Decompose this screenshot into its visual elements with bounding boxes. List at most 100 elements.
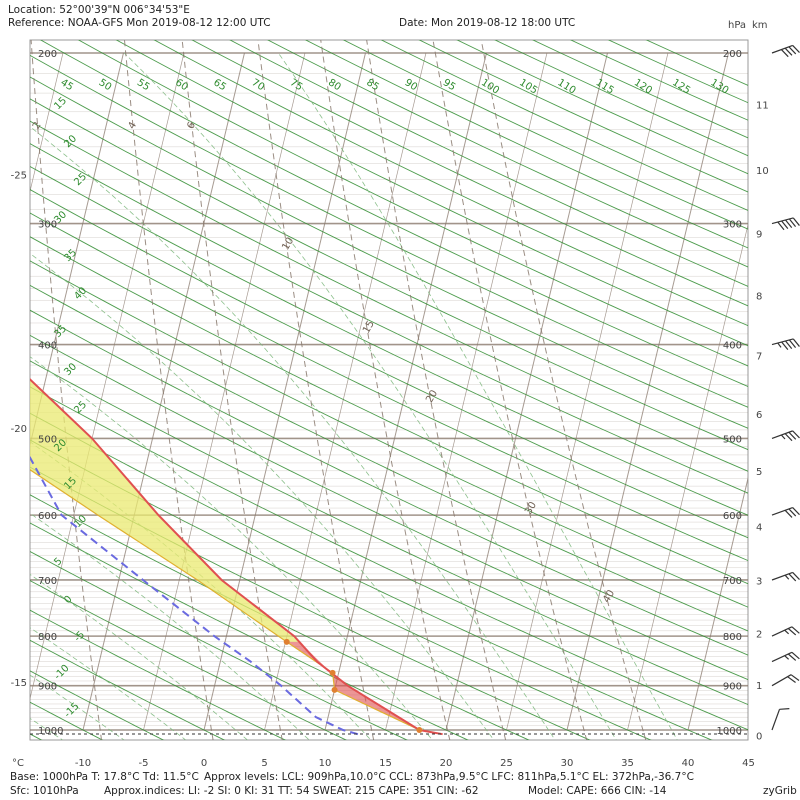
pressure-label-right: 1000	[717, 726, 742, 737]
pressure-label-right: 200	[723, 49, 742, 60]
moist-adiabat	[30, 252, 495, 740]
isotherm-line	[324, 52, 487, 731]
height-label: 5	[756, 467, 762, 478]
mixing-ratio-label: 10	[280, 236, 296, 253]
footer-levels: Approx levels: LCL: 909hPa,10.0°C CCL: 8…	[204, 771, 694, 783]
pressure-label-left: 500	[38, 434, 57, 445]
dry-adiabat	[30, 494, 530, 740]
parcel-profile	[30, 469, 420, 731]
x-tick-label: -10	[75, 758, 91, 769]
moist-adiabat	[30, 512, 310, 740]
dry-adiabat	[30, 54, 748, 408]
dry-adiabat	[30, 98, 748, 451]
x-tick-label: 40	[682, 758, 695, 769]
isotherm-line	[385, 52, 548, 731]
wind-barb	[771, 338, 800, 351]
wind-barb	[771, 430, 800, 442]
dry-adiabat	[229, 40, 748, 287]
moist-adiabat	[278, 52, 678, 740]
dry-adiabat	[191, 40, 748, 307]
isotherm-label: -25	[11, 170, 27, 181]
height-label: 11	[756, 101, 769, 112]
mixing-ratio-line	[366, 40, 507, 740]
pressure-label-left: 700	[38, 576, 57, 587]
pressure-label-right: 400	[723, 341, 742, 352]
footer-model: Model: CAPE: 666 CIN: -14	[528, 785, 667, 797]
height-label: 1	[756, 681, 762, 692]
dry-adiabat	[30, 76, 748, 429]
x-tick-label: 15	[379, 758, 392, 769]
moist-adiabat	[123, 52, 617, 740]
x-tick-label: 25	[500, 758, 513, 769]
pressure-label-right: 800	[723, 632, 742, 643]
height-label: 7	[756, 351, 762, 362]
wind-barb	[771, 217, 800, 231]
x-axis-unit: °C	[12, 758, 24, 769]
isotherm-line	[0, 53, 2, 730]
dry-adiabat	[30, 334, 748, 681]
isotherm-line	[30, 52, 64, 193]
parcel-level-marker	[416, 727, 423, 733]
dewpoint-profile	[30, 455, 359, 736]
dry-adiabat	[30, 212, 748, 562]
mixing-ratio-line	[181, 40, 283, 740]
mixing-ratio-label: 2	[31, 120, 44, 131]
height-label: 8	[756, 291, 762, 302]
dry-adiabat	[77, 40, 748, 367]
unit-km: km	[752, 20, 768, 31]
unit-hpa: hPa	[728, 20, 746, 31]
height-label: 4	[756, 522, 762, 533]
moist-adiabat	[30, 441, 372, 740]
dry-adiabat	[30, 309, 748, 656]
mixing-ratio-line	[432, 40, 588, 740]
dry-adiabat	[30, 609, 287, 740]
x-tick-label: -5	[139, 758, 149, 769]
dry-adiabat	[30, 143, 748, 494]
dry-adiabat	[30, 360, 748, 706]
dry-adiabat	[30, 284, 748, 632]
pressure-label-right: 600	[723, 511, 742, 522]
height-label: 10	[756, 166, 769, 177]
pressure-label-right: 300	[723, 220, 742, 231]
dry-adiabat	[30, 580, 348, 740]
forecast-date-label: Date: Mon 2019-08-12 18:00 UTC	[399, 17, 576, 29]
pressure-label-left: 400	[38, 341, 57, 352]
mixing-ratio-line	[30, 40, 103, 740]
parcel-level-marker	[331, 686, 338, 693]
x-tick-label: 10	[319, 758, 332, 769]
location-label: Location: 52°00'39"N 006°34'53"E	[8, 4, 190, 16]
brand-label: zyGrib	[763, 785, 797, 797]
dry-adiabat	[30, 639, 226, 740]
dry-adiabat	[30, 236, 748, 585]
mixing-ratio-label: 4	[126, 120, 139, 131]
isotherm-line	[445, 52, 608, 731]
pressure-label-left: 900	[38, 682, 57, 693]
dry-adiabat	[30, 120, 748, 472]
dry-adiabat	[39, 40, 748, 387]
x-tick-label: 45	[742, 758, 755, 769]
isotherm-line	[627, 223, 748, 731]
isotherm-line	[82, 52, 245, 731]
wind-barb	[771, 674, 800, 687]
dry-adiabat	[115, 40, 748, 347]
moist-adiabat	[30, 126, 556, 740]
dry-adiabat	[30, 550, 409, 740]
wind-barb	[771, 708, 790, 731]
mixing-ratio-label: 6	[185, 120, 198, 131]
pressure-label-right: 700	[723, 576, 742, 587]
mixing-ratio-line	[320, 40, 451, 740]
mixing-ratio-line	[123, 40, 214, 740]
wind-barb	[771, 507, 800, 518]
height-label: 9	[756, 230, 762, 241]
dry-adiabat	[30, 439, 652, 740]
dry-adiabat	[30, 189, 748, 539]
pressure-label-left: 1000	[38, 726, 63, 737]
wind-barb	[771, 44, 800, 58]
dry-adiabat	[153, 40, 748, 327]
dry-adiabat	[30, 670, 165, 740]
isotherm-line	[203, 52, 366, 731]
pressure-label-right: 500	[723, 434, 742, 445]
moist-adiabat	[30, 674, 125, 740]
pressure-label-left: 300	[38, 220, 57, 231]
wind-barb	[771, 626, 800, 637]
